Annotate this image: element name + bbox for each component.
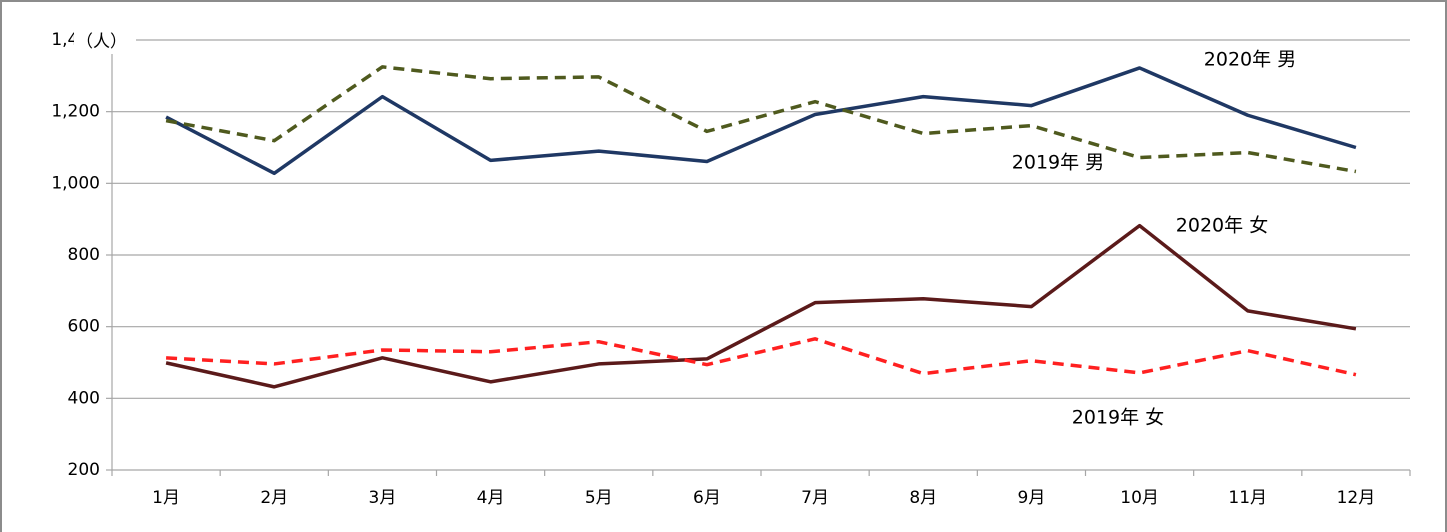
x-tick-label: 9月	[1018, 488, 1046, 508]
unit-label: （人）	[76, 32, 127, 52]
y-tick-label: 1,200	[51, 102, 100, 122]
series-label: 2019年 女	[1072, 407, 1164, 429]
x-tick-label: 5月	[585, 488, 613, 508]
y-tick-label: 800	[68, 245, 100, 265]
series-line	[165, 223, 1357, 389]
x-tick-label: 4月	[477, 488, 505, 508]
y-tick-label: 200	[68, 460, 100, 480]
y-tick-label: 400	[68, 388, 100, 408]
x-tick-label: 8月	[909, 488, 937, 508]
series-label: 2020年 女	[1176, 215, 1268, 237]
x-tick-label: 10月	[1120, 488, 1159, 508]
series-label: 2020年 男	[1204, 49, 1296, 71]
series-line	[165, 65, 1357, 174]
unit-bg	[74, 28, 136, 54]
x-tick-label: 11月	[1228, 488, 1267, 508]
x-tick-label: 1月	[152, 488, 180, 508]
x-tick-label: 3月	[369, 488, 397, 508]
x-tick-label: 2月	[260, 488, 288, 508]
series-label: 2019年 男	[1012, 152, 1104, 174]
series-line	[165, 337, 1357, 377]
y-tick-label: 1,000	[51, 173, 100, 193]
series-line	[165, 66, 1357, 176]
x-tick-label: 7月	[801, 488, 829, 508]
x-tick-label: 12月	[1337, 488, 1376, 508]
y-tick-label: 600	[68, 317, 100, 337]
x-tick-label: 6月	[693, 488, 721, 508]
